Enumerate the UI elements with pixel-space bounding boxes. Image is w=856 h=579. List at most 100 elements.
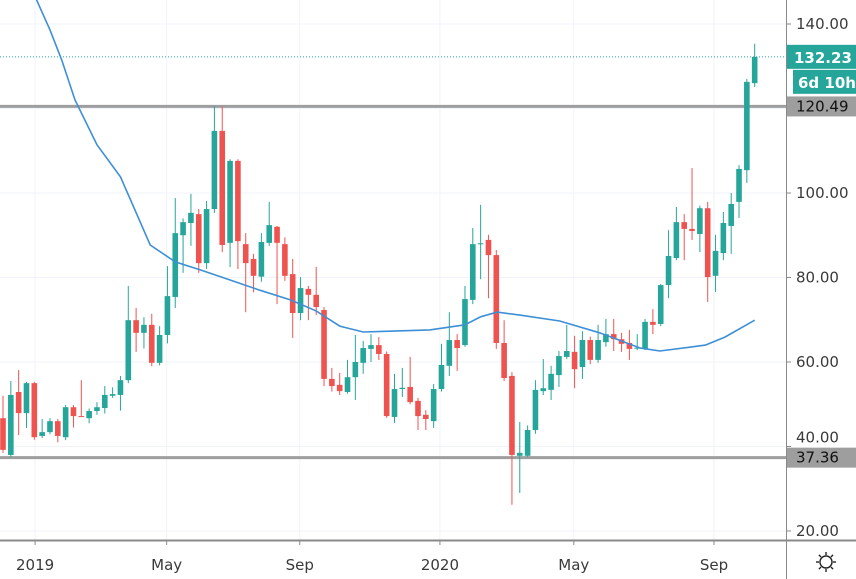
candle[interactable] bbox=[446, 312, 453, 376]
candle[interactable] bbox=[368, 334, 374, 362]
candle[interactable] bbox=[289, 258, 296, 338]
candle[interactable] bbox=[94, 402, 100, 415]
candle[interactable] bbox=[595, 324, 601, 363]
candle[interactable] bbox=[352, 334, 359, 401]
candle[interactable] bbox=[250, 253, 257, 293]
candle[interactable] bbox=[665, 230, 672, 299]
candle[interactable] bbox=[55, 419, 61, 443]
candle[interactable] bbox=[258, 233, 265, 282]
candle[interactable] bbox=[329, 367, 335, 392]
candle[interactable] bbox=[360, 340, 366, 374]
candle[interactable] bbox=[438, 343, 445, 392]
candle[interactable] bbox=[117, 375, 124, 411]
candle[interactable] bbox=[86, 408, 92, 424]
plot-area[interactable] bbox=[0, 0, 786, 540]
candle[interactable] bbox=[485, 234, 492, 299]
candle[interactable] bbox=[101, 386, 108, 414]
candle[interactable] bbox=[376, 337, 382, 360]
candle[interactable] bbox=[0, 395, 6, 453]
candle[interactable] bbox=[430, 383, 437, 428]
candle[interactable] bbox=[164, 266, 171, 344]
candle[interactable] bbox=[344, 359, 351, 394]
candle[interactable] bbox=[407, 356, 413, 405]
candle[interactable] bbox=[39, 419, 45, 439]
candle[interactable] bbox=[626, 329, 633, 360]
candle[interactable] bbox=[203, 201, 210, 270]
candle[interactable] bbox=[391, 373, 398, 423]
candle[interactable] bbox=[548, 365, 554, 401]
candle[interactable] bbox=[736, 165, 742, 218]
countdown-tag-bg bbox=[793, 69, 856, 94]
candle[interactable] bbox=[673, 206, 680, 261]
candle[interactable] bbox=[563, 324, 570, 360]
candle[interactable] bbox=[195, 209, 202, 273]
candle[interactable] bbox=[383, 351, 390, 418]
candle[interactable] bbox=[219, 106, 226, 253]
candle[interactable] bbox=[47, 418, 53, 435]
candle[interactable] bbox=[423, 410, 429, 431]
candle[interactable] bbox=[610, 318, 617, 352]
candle[interactable] bbox=[78, 380, 85, 418]
candle[interactable] bbox=[650, 309, 656, 335]
candle[interactable] bbox=[603, 318, 609, 347]
candle[interactable] bbox=[125, 285, 132, 384]
candle[interactable] bbox=[227, 159, 233, 267]
candle[interactable] bbox=[509, 372, 515, 505]
candle[interactable] bbox=[516, 421, 523, 493]
candle[interactable] bbox=[282, 237, 288, 281]
candle[interactable] bbox=[697, 205, 703, 253]
candle[interactable] bbox=[415, 397, 421, 431]
candle[interactable] bbox=[532, 380, 539, 434]
candle[interactable] bbox=[681, 214, 688, 261]
candle[interactable] bbox=[211, 105, 218, 213]
candle[interactable] bbox=[399, 367, 406, 398]
candle[interactable] bbox=[141, 317, 147, 349]
candle[interactable] bbox=[62, 405, 69, 441]
candle[interactable] bbox=[751, 43, 758, 87]
candle[interactable] bbox=[235, 159, 241, 270]
candle[interactable] bbox=[524, 425, 531, 458]
candle[interactable] bbox=[728, 193, 734, 254]
candle[interactable] bbox=[305, 285, 312, 321]
candle[interactable] bbox=[148, 313, 155, 367]
candle[interactable] bbox=[8, 381, 14, 458]
candle[interactable] bbox=[657, 283, 664, 327]
gear-icon[interactable] bbox=[816, 552, 836, 572]
candle[interactable] bbox=[109, 387, 116, 398]
candle[interactable] bbox=[540, 359, 547, 395]
candle[interactable] bbox=[242, 233, 249, 313]
candle[interactable] bbox=[477, 204, 484, 280]
candle[interactable] bbox=[313, 266, 319, 316]
candle[interactable] bbox=[744, 78, 750, 183]
candle[interactable] bbox=[266, 201, 273, 246]
candle[interactable] bbox=[642, 318, 648, 351]
candle[interactable] bbox=[493, 250, 500, 349]
candle[interactable] bbox=[462, 285, 468, 347]
candle[interactable] bbox=[501, 320, 507, 382]
candle-body bbox=[689, 228, 695, 232]
candle[interactable] bbox=[336, 372, 343, 395]
candle[interactable] bbox=[70, 405, 77, 428]
candle[interactable] bbox=[31, 381, 38, 440]
candle[interactable] bbox=[188, 193, 194, 246]
candle[interactable] bbox=[23, 381, 30, 428]
candle[interactable] bbox=[297, 277, 304, 321]
candle[interactable] bbox=[571, 335, 578, 389]
candle[interactable] bbox=[156, 326, 163, 366]
candle[interactable] bbox=[579, 331, 586, 379]
candle[interactable] bbox=[274, 225, 280, 305]
candle[interactable] bbox=[454, 334, 460, 371]
candle[interactable] bbox=[587, 336, 594, 365]
candle[interactable] bbox=[15, 370, 22, 436]
candle[interactable] bbox=[556, 351, 562, 387]
candle[interactable] bbox=[172, 198, 179, 308]
candle[interactable] bbox=[321, 307, 327, 387]
candle[interactable] bbox=[470, 228, 476, 305]
candle[interactable] bbox=[133, 307, 139, 352]
candle[interactable] bbox=[689, 168, 695, 240]
candle[interactable] bbox=[704, 201, 711, 303]
candle[interactable] bbox=[712, 234, 719, 292]
candle[interactable] bbox=[720, 212, 727, 261]
